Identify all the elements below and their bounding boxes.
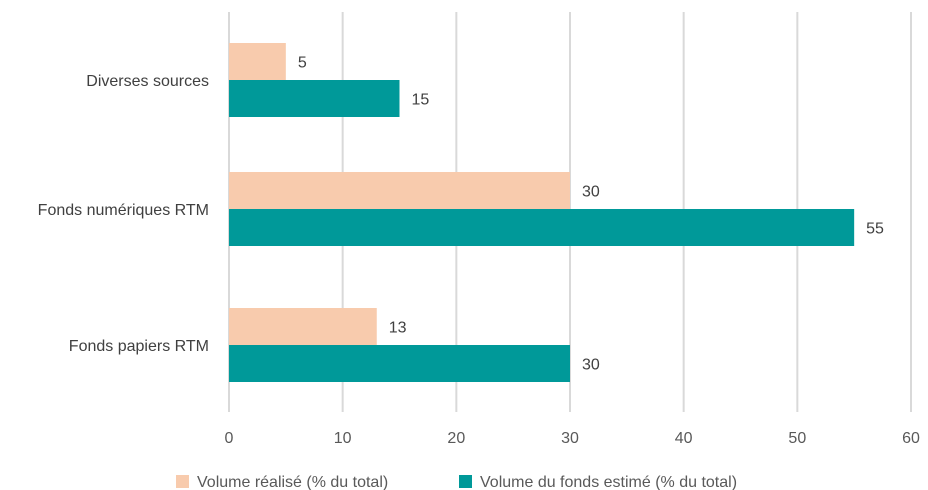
data-label: 30 (582, 357, 600, 374)
bars: 5 15 30 55 13 30 (229, 43, 884, 382)
bar-estime (229, 209, 855, 246)
bar-estime (229, 345, 570, 382)
legend-label: Volume réalisé (% du total) (197, 474, 388, 490)
data-label: 13 (389, 320, 407, 337)
data-label: 55 (866, 221, 884, 238)
bar-realise (229, 308, 377, 345)
legend-label: Volume du fonds estimé (% du total) (480, 474, 737, 490)
category-labels: Diverses sources Fonds numériques RTM Fond… (38, 73, 209, 355)
bar-estime (229, 80, 400, 117)
x-tick-label: 0 (225, 430, 234, 447)
x-tick-label: 60 (902, 430, 920, 447)
legend: Volume réalisé (% du total) Volume du fon… (176, 474, 737, 490)
x-tick-label: 30 (561, 430, 579, 447)
category-label: Diverses sources (86, 73, 209, 90)
legend-swatch (176, 475, 189, 488)
bar-realise (229, 172, 570, 209)
data-label: 15 (412, 92, 430, 109)
data-label: 30 (582, 184, 600, 201)
x-tick-label: 40 (675, 430, 693, 447)
category-label: Fonds papiers RTM (69, 338, 209, 355)
x-axis-tick-labels: 0 10 20 30 40 50 60 (225, 430, 920, 447)
x-tick-label: 20 (447, 430, 465, 447)
x-tick-label: 50 (788, 430, 806, 447)
category-label: Fonds numériques RTM (38, 202, 209, 219)
x-tick-label: 10 (334, 430, 352, 447)
bar-realise (229, 43, 286, 80)
data-label: 5 (298, 55, 307, 72)
legend-swatch (459, 475, 472, 488)
